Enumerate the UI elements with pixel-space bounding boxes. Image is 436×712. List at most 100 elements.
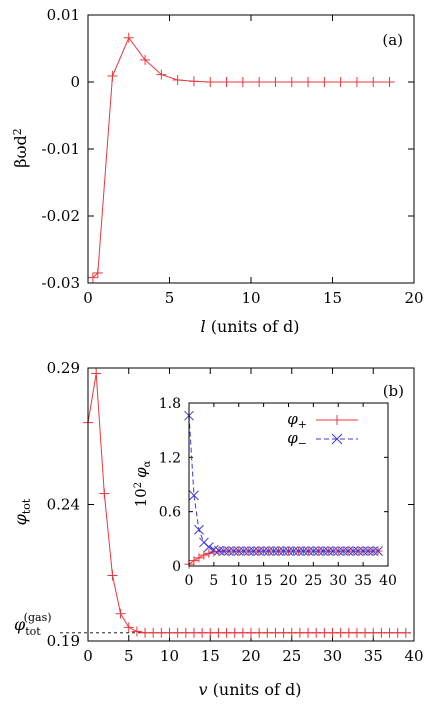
panel-b-series-0-point (131, 626, 142, 637)
inset-series-1-point (293, 546, 304, 556)
inset-series-1-point (218, 546, 229, 556)
inset-series-1-point (343, 546, 354, 556)
legend-phi-plus: φ+ (287, 410, 307, 431)
panel-b-x-tick-label: 35 (364, 647, 383, 665)
inset-x-tick-label: 25 (304, 573, 322, 589)
inset-series-1-point (204, 542, 214, 552)
inset-x-tick-label: 20 (280, 573, 298, 589)
panel-b-ref-label: φtot(gas) (14, 611, 52, 638)
panel-a-series-0-point (123, 32, 134, 43)
panel-a-series-0-point (319, 77, 330, 87)
panel-a-frame (87, 14, 415, 284)
panel-b-xlabel: v (units of d) (199, 680, 302, 699)
inset-series-1-point (223, 546, 234, 556)
inset-series-1-point (333, 546, 344, 556)
inset-series-1-point (338, 546, 349, 556)
inset-y-tick-label: 0 (172, 559, 181, 575)
inset-y-tick-label: 0.6 (159, 505, 181, 521)
inset-series-1-point (258, 546, 269, 556)
inset-series-1-point (263, 546, 274, 556)
panel-a-series-0-point (303, 77, 314, 87)
panel-b-series-0-point (400, 627, 411, 638)
inset-series-1-point (238, 546, 249, 556)
inset-series-1-point (353, 546, 364, 556)
panel-a-series-0-point (384, 77, 395, 87)
panel-b-x-tick-label: 25 (282, 647, 301, 665)
inset-series-1-point (228, 546, 239, 556)
inset-x-tick-label: 35 (354, 573, 372, 589)
panel-b-series-0-point (115, 608, 126, 619)
inset-series-1-point (194, 524, 204, 535)
panel-b-ylabel: φtot (11, 498, 33, 525)
inset-series-1-point (358, 546, 368, 556)
panel-b-label: (b) (383, 382, 404, 400)
legend-phi-minus: φ− (287, 429, 307, 450)
inset-series-1-point (348, 546, 359, 556)
inset-series-1-point (243, 546, 254, 556)
panel-b-x-tick-label: 40 (404, 647, 423, 665)
panel-b-x-tick-label: 0 (83, 647, 93, 665)
panel-a-series-0-point (221, 77, 232, 87)
inset-series-1-point (283, 546, 294, 556)
inset-series-1-point (268, 546, 279, 556)
panel-b-x-tick-label: 10 (160, 647, 179, 665)
panel-b-series-0-point (123, 622, 134, 633)
panel-a-series-0-point (140, 54, 151, 65)
inset-series-1-point (303, 546, 314, 556)
panel-a-x-tick-label: 5 (165, 289, 175, 307)
inset-series-0-point (199, 550, 209, 560)
panel-a-y-tick-label: 0 (70, 73, 80, 91)
legend-phi-minus-marker (331, 433, 343, 445)
panel-a-series-0-point (237, 77, 248, 87)
panel-b-x-tick-label: 30 (323, 647, 342, 665)
inset-plot-area (189, 403, 388, 566)
inset-series-1-point (308, 546, 319, 556)
panel-a-x-tick-label: 10 (241, 289, 260, 307)
inset-y-tick-label: 1.2 (159, 450, 181, 466)
panel-a-x-tick-label: 0 (83, 289, 93, 307)
inset-series-1-point (189, 490, 199, 501)
inset-series-1-point (323, 546, 334, 556)
panel-b-series-0-point (91, 368, 102, 379)
inset-series-1-point (288, 546, 299, 556)
inset-series-1-point (233, 546, 244, 556)
panel-b-series-0-point (99, 488, 110, 499)
panel-a-xlabel: l (units of d) (200, 317, 299, 336)
panel-a-series-0-point (107, 70, 118, 81)
inset-x-tick-label: 10 (230, 573, 248, 589)
inset-x-tick-label: 30 (329, 573, 347, 589)
inset-x-tick-label: 15 (255, 573, 273, 589)
inset-x-tick-label: 40 (379, 573, 397, 589)
panel-a-y-tick-label: -0.03 (42, 274, 80, 292)
panel-a-series-0-point (254, 77, 265, 87)
panel-a-x-tick-label: 15 (323, 289, 342, 307)
panel-a-x-tick-label: 20 (404, 289, 423, 307)
panel-a-series-0-point (270, 77, 281, 87)
inset-series-1-point (363, 546, 373, 556)
panel-a-series-0-point (205, 77, 216, 87)
inset-series-1-point (318, 546, 329, 556)
panel-a-series-0-point (92, 267, 103, 278)
panel-a-y-tick-label: -0.01 (42, 140, 80, 158)
panel-b-series-0-point (107, 570, 118, 581)
panel-b-x-tick-label: 15 (201, 647, 220, 665)
panel-a-series-0-point (286, 77, 297, 87)
panel-a-label: (a) (382, 31, 403, 49)
panel-b-x-tick-label: 20 (241, 647, 260, 665)
panel-a-ylabel: βωd2 (11, 128, 30, 168)
panel-a-series-0-point (351, 77, 362, 87)
inset-series-1-point (298, 546, 309, 556)
inset-ylabel: 102φα (132, 460, 153, 507)
inset-series-1-point (278, 546, 289, 556)
panel-a-series-0-point (156, 69, 167, 80)
panel-a-series-0-point (335, 77, 346, 87)
inset-x-tick-label: 5 (209, 573, 218, 589)
panel-a-series-0-point (368, 77, 379, 87)
panel-a-series-0-point (87, 272, 98, 283)
panel-b-y-tick-label: 0.29 (47, 359, 80, 377)
panel-b-y-tick-label: 0.19 (47, 632, 80, 650)
inset-series-0-point (204, 548, 214, 558)
inset-series-1-point (328, 546, 339, 556)
